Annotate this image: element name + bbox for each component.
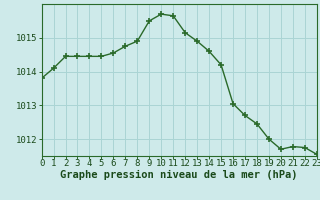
X-axis label: Graphe pression niveau de la mer (hPa): Graphe pression niveau de la mer (hPa) [60,170,298,180]
